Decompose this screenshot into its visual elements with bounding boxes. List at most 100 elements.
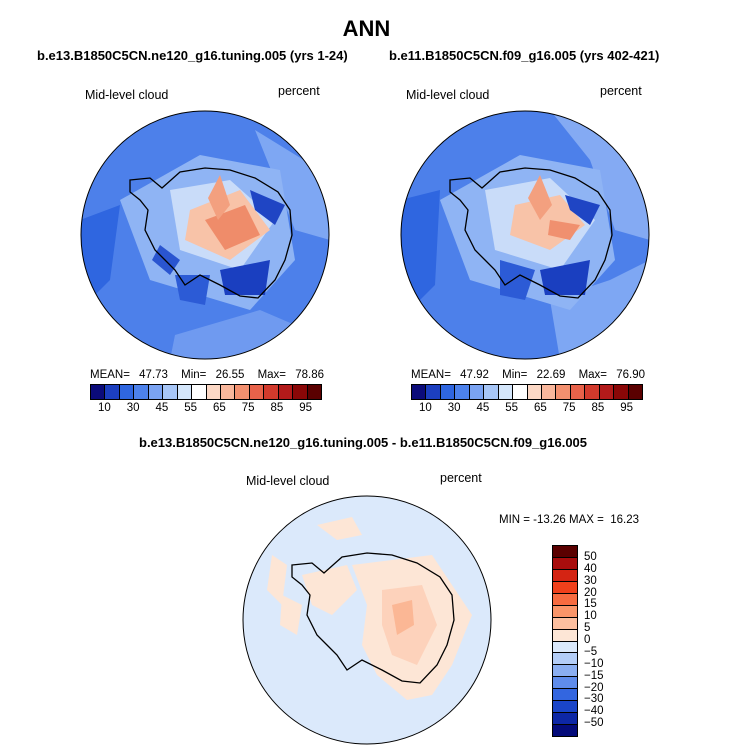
colorbar-swatch [105, 385, 120, 399]
colorbar-tick-label: 5 [584, 622, 591, 635]
colorbar-swatch [553, 689, 577, 702]
panel2-max-label: Max= [578, 369, 608, 381]
colorbar-tick-label: 30 [584, 574, 597, 587]
colorbar-tick-label: 20 [584, 586, 597, 599]
colorbar-swatch [426, 385, 441, 399]
panel2-units-label: percent [600, 84, 642, 98]
colorbar-swatch [628, 385, 642, 399]
colorbar-tick-label: 55 [505, 402, 519, 414]
panel1-units-label: percent [278, 84, 320, 98]
colorbar-tick-label: 95 [299, 402, 313, 414]
colorbar-swatch [498, 385, 514, 399]
panel1-min-value: 26.55 [215, 369, 245, 381]
colorbar-swatch [553, 701, 577, 714]
panel2-coastline [449, 167, 613, 299]
panel1-colorbar [90, 384, 322, 400]
colorbar-tick-label: 75 [241, 402, 255, 414]
colorbar-swatch [469, 385, 485, 399]
colorbar-tick-label: 40 [584, 562, 597, 575]
colorbar-tick-label: 45 [155, 402, 169, 414]
colorbar-tick-label: 10 [418, 402, 432, 414]
panel2-mean-label: MEAN= [411, 369, 451, 381]
panel2-min-label: Min= [502, 369, 528, 381]
colorbar-tick-label: −5 [584, 645, 598, 658]
colorbar-tick-label: 30 [126, 402, 140, 414]
colorbar-tick-label: 75 [562, 402, 576, 414]
colorbar-swatch [585, 385, 600, 399]
colorbar-tick-label: 45 [476, 402, 490, 414]
colorbar-tick-label: −10 [584, 657, 604, 670]
colorbar-swatch [192, 385, 207, 399]
panel1-max-value: 78.86 [295, 369, 325, 381]
colorbar-swatch [553, 713, 577, 726]
colorbar-tick-label: 15 [584, 598, 597, 611]
colorbar-swatch [484, 385, 499, 399]
colorbar-swatch [235, 385, 250, 399]
panel2-title: b.e11.B1850C5CN.f09_g16.005 (yrs 402-421… [389, 48, 660, 63]
colorbar-swatch [163, 385, 178, 399]
colorbar-tick-label: 30 [447, 402, 461, 414]
panel1-stats: MEAN= 47.73 Min= 26.55 Max= 78.86 [90, 369, 324, 381]
colorbar-swatch [440, 385, 456, 399]
colorbar-swatch [553, 569, 577, 582]
colorbar-swatch [553, 581, 577, 594]
colorbar-swatch [553, 725, 577, 736]
colorbar-swatch [553, 605, 577, 618]
colorbar-swatch [614, 385, 629, 399]
panel1-title: b.e13.B1850C5CN.ne120_g16.tuning.005 (yr… [37, 48, 348, 63]
colorbar-swatch [148, 385, 164, 399]
colorbar-tick-label: −15 [584, 669, 604, 682]
colorbar-swatch [599, 385, 615, 399]
panel3-units-label: percent [440, 471, 482, 485]
colorbar-swatch [556, 385, 571, 399]
panel3-stats: MIN = -13.26 MAX = 16.23 [499, 514, 639, 526]
panel1-variable-label: Mid-level cloud [85, 88, 169, 102]
colorbar-tick-label: 65 [533, 402, 547, 414]
panel3-title: b.e13.B1850C5CN.ne120_g16.tuning.005 - b… [139, 435, 588, 450]
colorbar-swatch [553, 641, 577, 654]
colorbar-tick-label: −50 [584, 717, 604, 730]
colorbar-swatch [553, 629, 577, 642]
panel1-mean-label: MEAN= [90, 369, 130, 381]
colorbar-swatch [206, 385, 221, 399]
colorbar-tick-label: −30 [584, 693, 604, 706]
panel1-coastline [129, 167, 293, 299]
colorbar-swatch [527, 385, 542, 399]
panel3-coastline [291, 552, 455, 684]
panel2-max-value: 76.90 [616, 369, 646, 381]
colorbar-swatch [119, 385, 135, 399]
panel2-min-value: 22.69 [536, 369, 566, 381]
main-title: ANN [342, 16, 391, 41]
panel1-mean-value: 47.73 [139, 369, 168, 381]
colorbar-swatch [513, 385, 528, 399]
colorbar-swatch [570, 385, 586, 399]
colorbar-tick-label: 0 [584, 634, 591, 646]
panel1-min-label: Min= [181, 369, 207, 381]
colorbar-swatch [220, 385, 236, 399]
colorbar-swatch [412, 385, 427, 399]
colorbar-tick-label: −20 [584, 681, 604, 694]
colorbar-swatch [264, 385, 279, 399]
colorbar-tick-label: 85 [270, 402, 284, 414]
colorbar-swatch [553, 546, 577, 558]
colorbar-tick-label: 10 [97, 402, 111, 414]
panel3-map [242, 495, 492, 745]
colorbar-tick-label: −40 [584, 705, 604, 718]
panel3-variable-label: Mid-level cloud [246, 474, 330, 488]
panel3-colorbar [552, 545, 578, 737]
colorbar-swatch [553, 593, 577, 606]
colorbar-tick-label: 85 [591, 402, 605, 414]
colorbar-tick-label: 50 [584, 550, 597, 563]
colorbar-tick-label: 95 [620, 402, 634, 414]
panel2-map [400, 110, 650, 360]
colorbar-swatch [307, 385, 321, 399]
colorbar-swatch [541, 385, 557, 399]
colorbar-tick-label: 10 [584, 610, 597, 623]
panel2-variable-label: Mid-level cloud [406, 88, 490, 102]
colorbar-tick-label: 65 [212, 402, 226, 414]
panel2-colorbar [411, 384, 643, 400]
colorbar-tick-label: 55 [184, 402, 198, 414]
panel2-stats: MEAN= 47.92 Min= 22.69 Max= 76.90 [411, 369, 645, 381]
colorbar-swatch [553, 653, 577, 666]
colorbar-swatch [553, 677, 577, 690]
